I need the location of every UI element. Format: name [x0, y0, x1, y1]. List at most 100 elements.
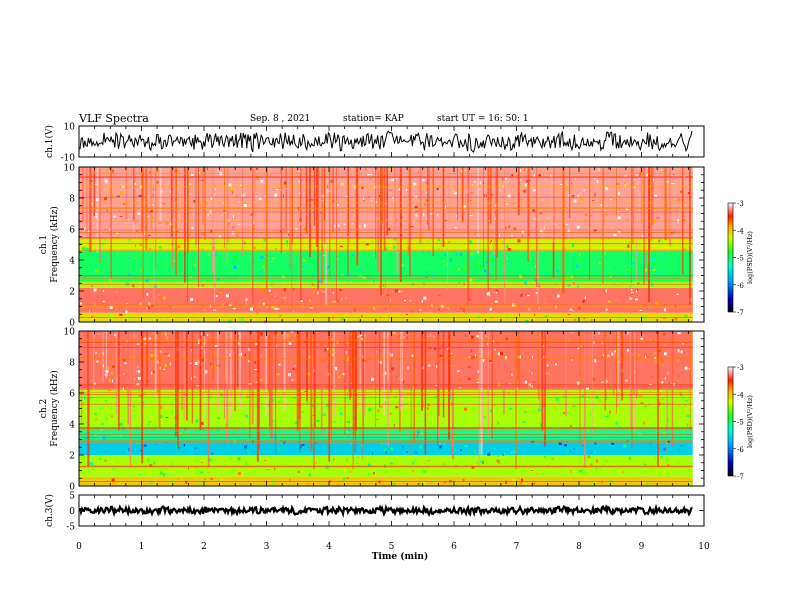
ch1-spectrogram-pixel	[403, 317, 405, 320]
ch2-spectrogram-streak	[636, 331, 638, 399]
ch1-spectrogram-pixel	[637, 258, 641, 261]
ch1-spectrogram-pixel	[535, 292, 538, 295]
ch2-spectrogram-pixel	[654, 412, 656, 414]
ch1-spectrogram-pixel	[210, 305, 211, 308]
ch2-spectrogram-pixel	[417, 483, 420, 486]
ch1-spectrogram-pixel	[608, 268, 611, 270]
ch1-spectrogram-pixel	[506, 203, 508, 205]
ch1-spectrogram-pixel	[302, 305, 304, 308]
ch1-spectrogram-pixel	[295, 228, 299, 230]
ch2-spectrogram-pixel	[402, 445, 405, 449]
ch1-spectrogram-pixel	[264, 195, 266, 199]
ch2-spectrogram-pixel	[110, 461, 114, 464]
ch2-spectrogram-pixel	[622, 470, 625, 473]
ch1-spectrogram-pixel	[560, 262, 562, 264]
ch2-spectrogram-pixel	[90, 437, 92, 440]
ch1-spectrogram-tone	[79, 283, 693, 285]
ch2-spectrogram-pixel	[129, 477, 132, 479]
ch2-spectrogram-pixel	[662, 432, 666, 434]
ch2-spectrogram-pixel	[594, 359, 597, 363]
ch1-spectrogram-streak	[537, 167, 539, 304]
ch2-spectrogram-streak	[283, 331, 286, 412]
ch1-spectrogram-pixel	[479, 304, 483, 307]
ch2-spectrogram-pixel	[322, 429, 326, 430]
ch2-spectrogram-streak	[620, 331, 623, 401]
ch1-spectrogram-pixel	[132, 284, 135, 288]
ch2-spectrogram-pixel	[379, 406, 383, 408]
ch2-spectrogram-pixel	[460, 449, 462, 451]
ch1-spectrogram-pixel	[219, 172, 223, 176]
ch1-spectrogram-pixel	[632, 256, 634, 259]
ch1-spectrogram-pixel	[195, 246, 198, 248]
ch2-spectrogram-pixel	[607, 417, 610, 419]
ch1-spectrogram-pixel	[334, 301, 336, 303]
ch1-spectrogram-pixel	[124, 222, 127, 224]
ch2-spectrogram-streak	[437, 331, 440, 417]
ch2-spectrogram-pixel	[610, 350, 613, 353]
ch1-spectrogram-pixel	[116, 195, 120, 198]
ch2-spectrogram-streak	[374, 331, 376, 427]
ch2-spectrogram-pixel	[324, 334, 325, 336]
ch1-spectrogram-pixel	[679, 247, 681, 249]
ch2-spectrogram-pixel	[678, 448, 681, 451]
ch1-spectrogram-pixel	[662, 254, 665, 258]
ch2-spectrogram-pixel	[470, 349, 472, 352]
ch1-spectrogram-tone	[79, 249, 693, 251]
ch2-spectrogram-pixel	[551, 457, 555, 461]
ch1-spectrogram-ytick-label: 6	[69, 226, 75, 236]
ch1-colorbar-tick-label: -3	[737, 200, 744, 208]
ch1-spectrogram-streak	[562, 167, 565, 295]
ch2-spectrogram-pixel	[601, 434, 603, 438]
ch1-spectrogram-pixel	[236, 234, 239, 237]
ch2-spectrogram-pixel	[138, 394, 142, 397]
ch1-spectrogram-pixel	[283, 288, 286, 292]
ch2-spectrogram-pixel	[427, 335, 429, 337]
ch2-spectrogram-pixel	[607, 354, 611, 358]
ch2-spectrogram-pixel	[423, 420, 426, 422]
ch2-spectrogram-pixel	[427, 367, 429, 371]
ch2-spectrogram-pixel	[555, 363, 557, 366]
ch1-spectrogram-pixel	[331, 300, 334, 303]
ch2-spectrogram-pixel	[190, 349, 192, 352]
ch1-spectrogram-pixel	[514, 304, 516, 308]
ch2-colorbar-tick-label: -3	[737, 364, 744, 372]
ch1-spectrogram-pixel	[321, 289, 324, 292]
ch1-spectrogram-pixel	[609, 275, 612, 278]
ch2-spectrogram-streak	[539, 331, 541, 410]
ch2-spectrogram-pixel	[456, 428, 458, 431]
ch1-spectrogram-pixel	[666, 279, 670, 282]
ch2-spectrogram-streak	[503, 331, 505, 414]
ch1-spectrogram-ytick-label: 4	[69, 257, 75, 267]
ch1-spectrogram-pixel	[96, 269, 100, 271]
ch1-spectrogram-pixel	[670, 264, 673, 267]
ch1-spectrogram-pixel	[537, 281, 541, 284]
ch1-spectrogram-streak	[689, 167, 691, 305]
ch1-spectrogram-pixel	[444, 254, 448, 256]
ch1-spectrogram-pixel	[494, 216, 496, 220]
ch1-spectrogram-pixel	[492, 273, 495, 276]
ch1-spectrogram-pixel	[410, 261, 413, 264]
ch1-spectrogram-pixel	[539, 212, 543, 215]
ch1-spectrogram-pixel	[370, 200, 372, 202]
ch2-spectrogram-pixel	[217, 429, 219, 432]
ch2-spectrogram-pixel	[624, 379, 628, 382]
ch2-spectrogram-ytick-label: 6	[69, 390, 75, 400]
ch2-spectrogram-pixel	[474, 450, 476, 454]
ch1-spectrogram-pixel	[524, 281, 527, 285]
ch1-spectrogram-pixel	[471, 184, 473, 186]
ch2-spectrogram-pixel	[352, 470, 353, 472]
ch1-spectrogram-pixel	[128, 201, 130, 204]
ch1-spectrogram-pixel	[199, 204, 201, 208]
ch1-spectrogram-pixel	[189, 193, 192, 195]
ch2-spectrogram-pixel	[322, 413, 326, 416]
ch2-spectrogram-streak	[225, 331, 227, 383]
ch2-spectrogram-pixel	[331, 363, 333, 365]
ch1-spectrogram-pixel	[422, 282, 425, 285]
ch2-spectrogram-pixel	[178, 348, 180, 350]
ch1-spectrogram-pixel	[509, 261, 512, 264]
ch2-spectrogram-pixel	[150, 407, 152, 409]
ch1-spectrogram-pixel	[279, 278, 281, 282]
ch1-spectrogram-pixel	[151, 305, 154, 308]
ch1-spectrogram-tone	[79, 220, 693, 222]
